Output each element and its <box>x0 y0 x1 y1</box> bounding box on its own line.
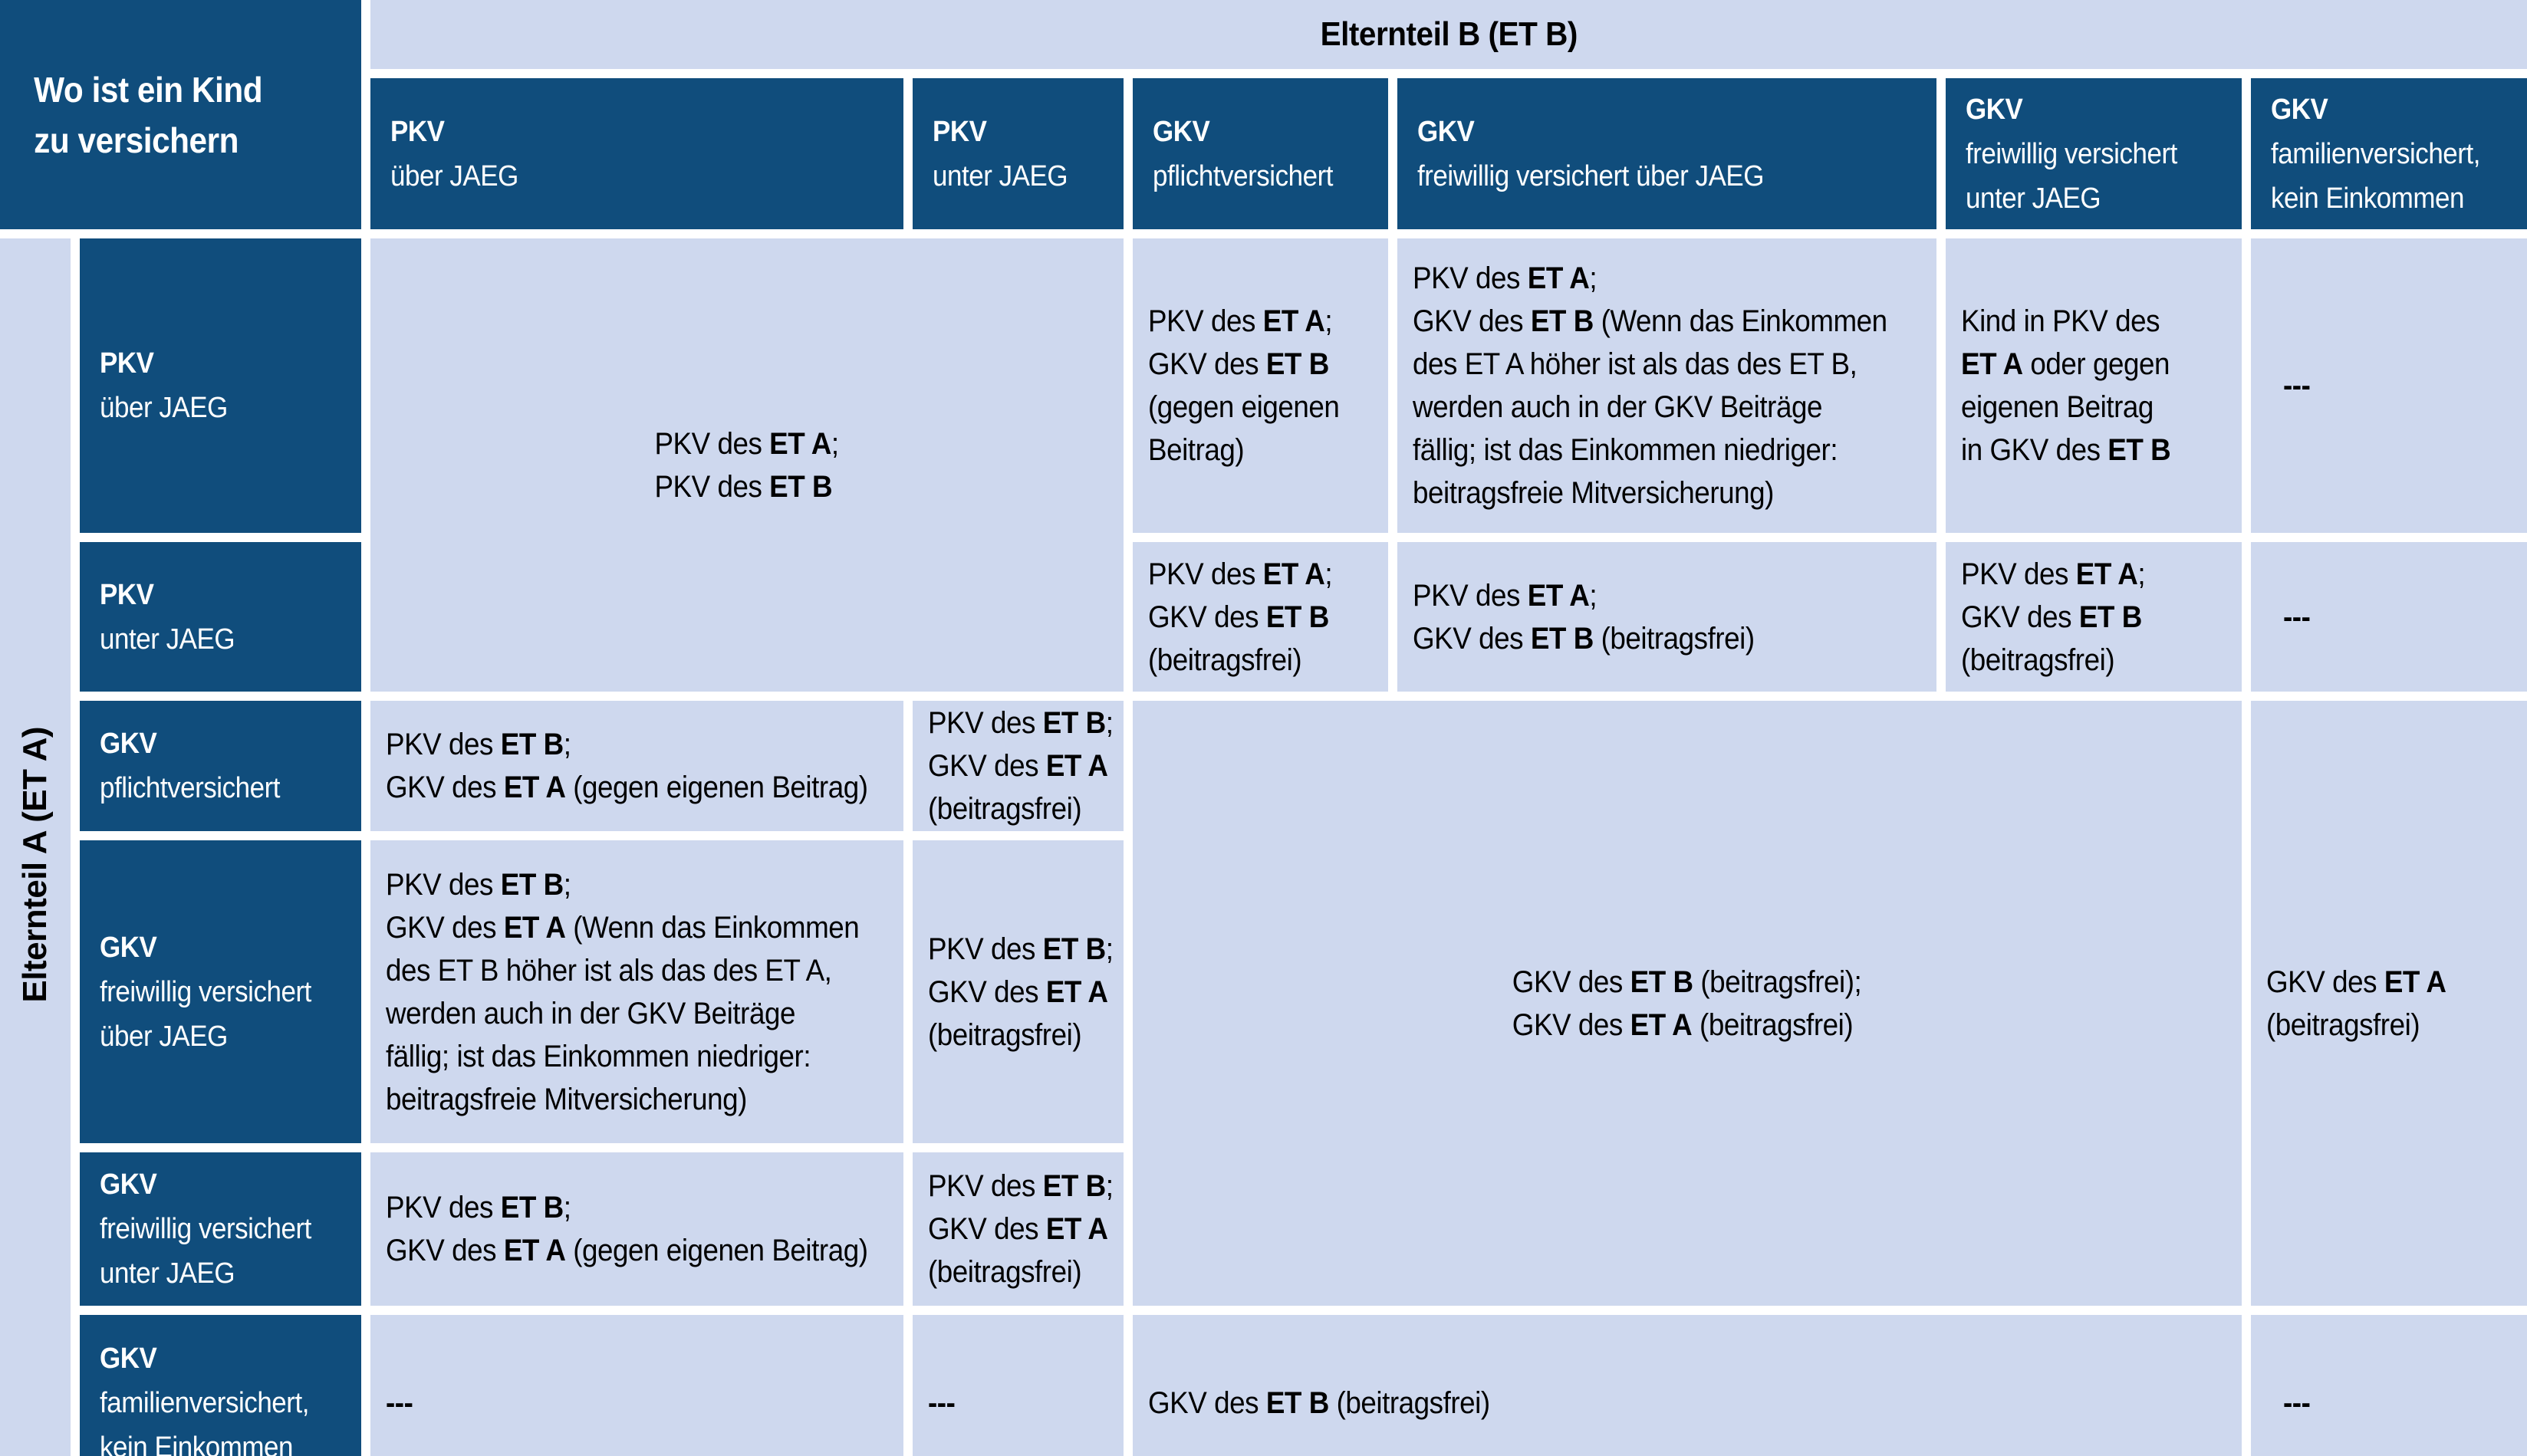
col-header-text: GKV freiwillig versichert über JAEG <box>1417 115 1765 192</box>
cell-r1-familienversichert-dash: --- <box>2251 238 2527 533</box>
col-header-pkv-ueber-jaeg: PKV über JAEG <box>370 78 903 229</box>
col-header-gkv-freiwillig-ueber-jaeg: GKV freiwillig versichert über JAEG <box>1397 78 1936 229</box>
cell-r2-gkv-pflicht: PKV des ET A; GKV des ET B (beitragsfrei) <box>1133 542 1388 692</box>
cell-r4-pkv-ueber: PKV des ET B; GKV des ET A (Wenn das Eink… <box>370 840 903 1143</box>
row-header-gkv-freiwillig-unter-jaeg: GKV freiwillig versichert unter JAEG <box>80 1152 361 1306</box>
cell-r3-pkv-ueber: PKV des ET B; GKV des ET A (gegen eigenen… <box>370 701 903 831</box>
row-header-text: GKV familienversichert, kein Einkommen <box>100 1343 309 1456</box>
cell-text: GKV des ET B (beitragsfrei) <box>1148 1386 1490 1420</box>
cell-text: PKV des ET B; GKV des ET A (beitragsfrei) <box>928 1169 1114 1289</box>
cell-r3-pkv-unter: PKV des ET B; GKV des ET A (beitragsfrei) <box>913 701 1124 831</box>
col-header-text: GKV freiwillig versichert unter JAEG <box>1966 93 2177 215</box>
row-header-pkv-ueber-jaeg: PKV über JAEG <box>80 238 361 533</box>
cell-text: GKV des ET B (beitragsfrei); GKV des ET A… <box>1512 965 1862 1042</box>
left-axis-label: Elternteil A (ET A) <box>16 727 54 1003</box>
cell-text: PKV des ET A; GKV des ET B (beitragsfrei) <box>1413 578 1755 656</box>
cell-r2-gkv-freiwillig-ueber: PKV des ET A; GKV des ET B (beitragsfrei) <box>1397 542 1936 692</box>
col-header-gkv-freiwillig-unter-jaeg: GKV freiwillig versichert unter JAEG <box>1946 78 2242 229</box>
cell-text: --- <box>386 1386 413 1420</box>
row-header-text: PKV über JAEG <box>100 347 228 424</box>
cell-text: PKV des ET A; GKV des ET B (Wenn das Eink… <box>1413 261 1887 510</box>
row-header-text: PKV unter JAEG <box>100 578 235 656</box>
row-header-gkv-pflichtversichert: GKV pflichtversichert <box>80 701 361 831</box>
cell-r1-gkv-freiwillig-ueber: PKV des ET A; GKV des ET B (Wenn das Eink… <box>1397 238 1936 533</box>
cell-r1-gkv-pflicht: PKV des ET A; GKV des ET B (gegen eigenen B… <box>1133 238 1388 533</box>
col-header-text: PKV unter JAEG <box>933 115 1068 192</box>
cell-text: Kind in PKV des ET A oder gegen eigenen Be… <box>1961 304 2171 467</box>
col-header-text: PKV über JAEG <box>390 115 518 192</box>
col-header-gkv-familienversichert: GKV familienversichert, kein Einkommen <box>2251 78 2527 229</box>
cell-r2-familienversichert-dash: --- <box>2251 542 2527 692</box>
top-axis-label: Elternteil B (ET B) <box>1320 15 1578 53</box>
cell-text: --- <box>2283 600 2311 634</box>
row-header-text: GKV freiwillig versichert über JAEG <box>100 931 311 1053</box>
cell-text: PKV des ET B; GKV des ET A (Wenn das Eink… <box>386 867 860 1116</box>
row-header-text: GKV pflichtversichert <box>100 728 281 804</box>
cell-r1-gkv-freiwillig-unter: Kind in PKV des ET A oder gegen eigenen Be… <box>1946 238 2242 533</box>
corner-title: Wo ist ein Kind zu versichern <box>0 0 361 229</box>
cell-merged-gkv-et-a: GKV des ET A (beitragsfrei) <box>2251 701 2527 1306</box>
cell-r5-pkv-ueber: PKV des ET B; GKV des ET A (gegen eigenen… <box>370 1152 903 1306</box>
row-header-pkv-unter-jaeg: PKV unter JAEG <box>80 542 361 692</box>
row-header-gkv-freiwillig-ueber-jaeg: GKV freiwillig versichert über JAEG <box>80 840 361 1143</box>
corner-title-text: Wo ist ein Kind zu versichern <box>34 69 263 160</box>
cell-text: GKV des ET A (beitragsfrei) <box>2266 965 2446 1042</box>
cell-merged-pkv-beide: PKV des ET A; PKV des ET B <box>370 238 1124 692</box>
cell-text: PKV des ET A; GKV des ET B (beitragsfrei) <box>1961 557 2146 677</box>
cell-merged-gkv-beide: GKV des ET B (beitragsfrei); GKV des ET A… <box>1133 701 2242 1306</box>
cell-r2-gkv-freiwillig-unter: PKV des ET A; GKV des ET B (beitragsfrei) <box>1946 542 2242 692</box>
cell-text: PKV des ET A; PKV des ET B <box>654 426 840 504</box>
row-header-gkv-familienversichert: GKV familienversichert, kein Einkommen <box>80 1315 361 1456</box>
col-header-text: GKV familienversichert, kein Einkommen <box>2271 93 2480 215</box>
cell-text: --- <box>2283 369 2311 403</box>
top-axis-elternteil-b: Elternteil B (ET B) <box>370 0 2527 69</box>
cell-text: PKV des ET A; GKV des ET B (beitragsfrei) <box>1148 557 1333 677</box>
col-header-pkv-unter-jaeg: PKV unter JAEG <box>913 78 1124 229</box>
cell-r6-merged-gkv-et-b: GKV des ET B (beitragsfrei) <box>1133 1315 2242 1456</box>
col-header-gkv-pflichtversichert: GKV pflichtversichert <box>1133 78 1388 229</box>
cell-r6-pkv-ueber-dash: --- <box>370 1315 903 1456</box>
cell-r5-pkv-unter: PKV des ET B; GKV des ET A (beitragsfrei) <box>913 1152 1124 1306</box>
cell-r6-pkv-unter-dash: --- <box>913 1315 1124 1456</box>
cell-text: PKV des ET B; GKV des ET A (gegen eigenen… <box>386 1191 868 1267</box>
cell-text: PKV des ET B; GKV des ET A (beitragsfrei) <box>928 932 1114 1052</box>
cell-text: PKV des ET B; GKV des ET A (gegen eigenen… <box>386 728 868 804</box>
left-axis-elternteil-a: Elternteil A (ET A) <box>0 238 71 1456</box>
cell-r4-pkv-unter: PKV des ET B; GKV des ET A (beitragsfrei) <box>913 840 1124 1143</box>
cell-text: --- <box>928 1386 956 1420</box>
row-header-text: GKV freiwillig versichert unter JAEG <box>100 1168 311 1290</box>
cell-text: PKV des ET A; GKV des ET B (gegen eigenen B… <box>1148 304 1340 467</box>
cell-r6-familienversichert-dash: --- <box>2251 1315 2527 1456</box>
col-header-text: GKV pflichtversichert <box>1153 115 1334 192</box>
cell-text: --- <box>2283 1386 2311 1420</box>
cell-text: PKV des ET B; GKV des ET A (beitragsfrei) <box>928 706 1114 826</box>
